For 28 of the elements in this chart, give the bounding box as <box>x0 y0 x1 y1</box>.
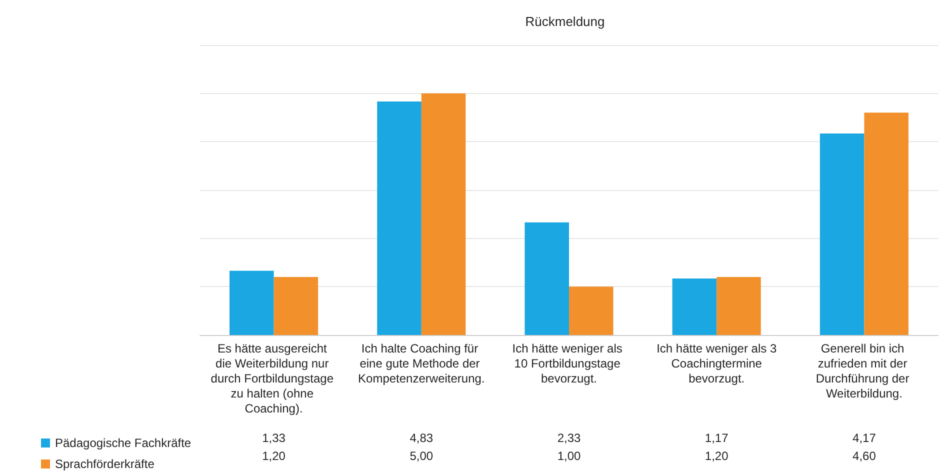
bar <box>421 93 466 335</box>
bar <box>672 278 717 335</box>
data-label: 1,20 <box>262 449 286 463</box>
x-tick-label: Es hätte ausgereicht die Weiterbildung nur durch Fortbildungstage zu halten (ohne Coaching). <box>210 342 337 416</box>
x-tick-label: Ich hätte weniger als 3 Coachingtermine bevorzugt. <box>656 342 777 386</box>
legend-label: Pädagogische Fachkräfte <box>55 436 192 450</box>
bar <box>716 277 761 335</box>
data-label: 4,17 <box>852 431 876 445</box>
bar <box>864 112 908 335</box>
data-label: 2,33 <box>557 431 581 445</box>
bar <box>820 133 864 335</box>
bar <box>274 277 318 335</box>
data-label: 4,60 <box>852 449 876 463</box>
data-label: 1,17 <box>704 431 729 445</box>
x-tick-label: Ich halte Coaching für eine gute Methode der Kompetenzerweiterung. <box>358 342 485 386</box>
x-tick-label: Generell bin ich zufrieden mit der Durchführung der Weiterbildung. <box>816 342 913 400</box>
data-label: 1,20 <box>704 449 729 463</box>
bar <box>377 102 422 335</box>
data-label: 5,00 <box>410 449 434 463</box>
x-tick-label: Ich hätte weniger als 10 Fortbildungstage bevorzugt. <box>512 342 626 386</box>
bar <box>524 222 569 335</box>
bar <box>569 286 614 335</box>
legend-label: Sprachförderkräfte <box>55 457 155 471</box>
bar <box>230 270 274 335</box>
data-label: 1,00 <box>557 449 581 463</box>
data-label: 1,33 <box>262 431 286 445</box>
chart-title: Rückmeldung <box>525 14 605 29</box>
data-label: 4,83 <box>410 431 434 445</box>
